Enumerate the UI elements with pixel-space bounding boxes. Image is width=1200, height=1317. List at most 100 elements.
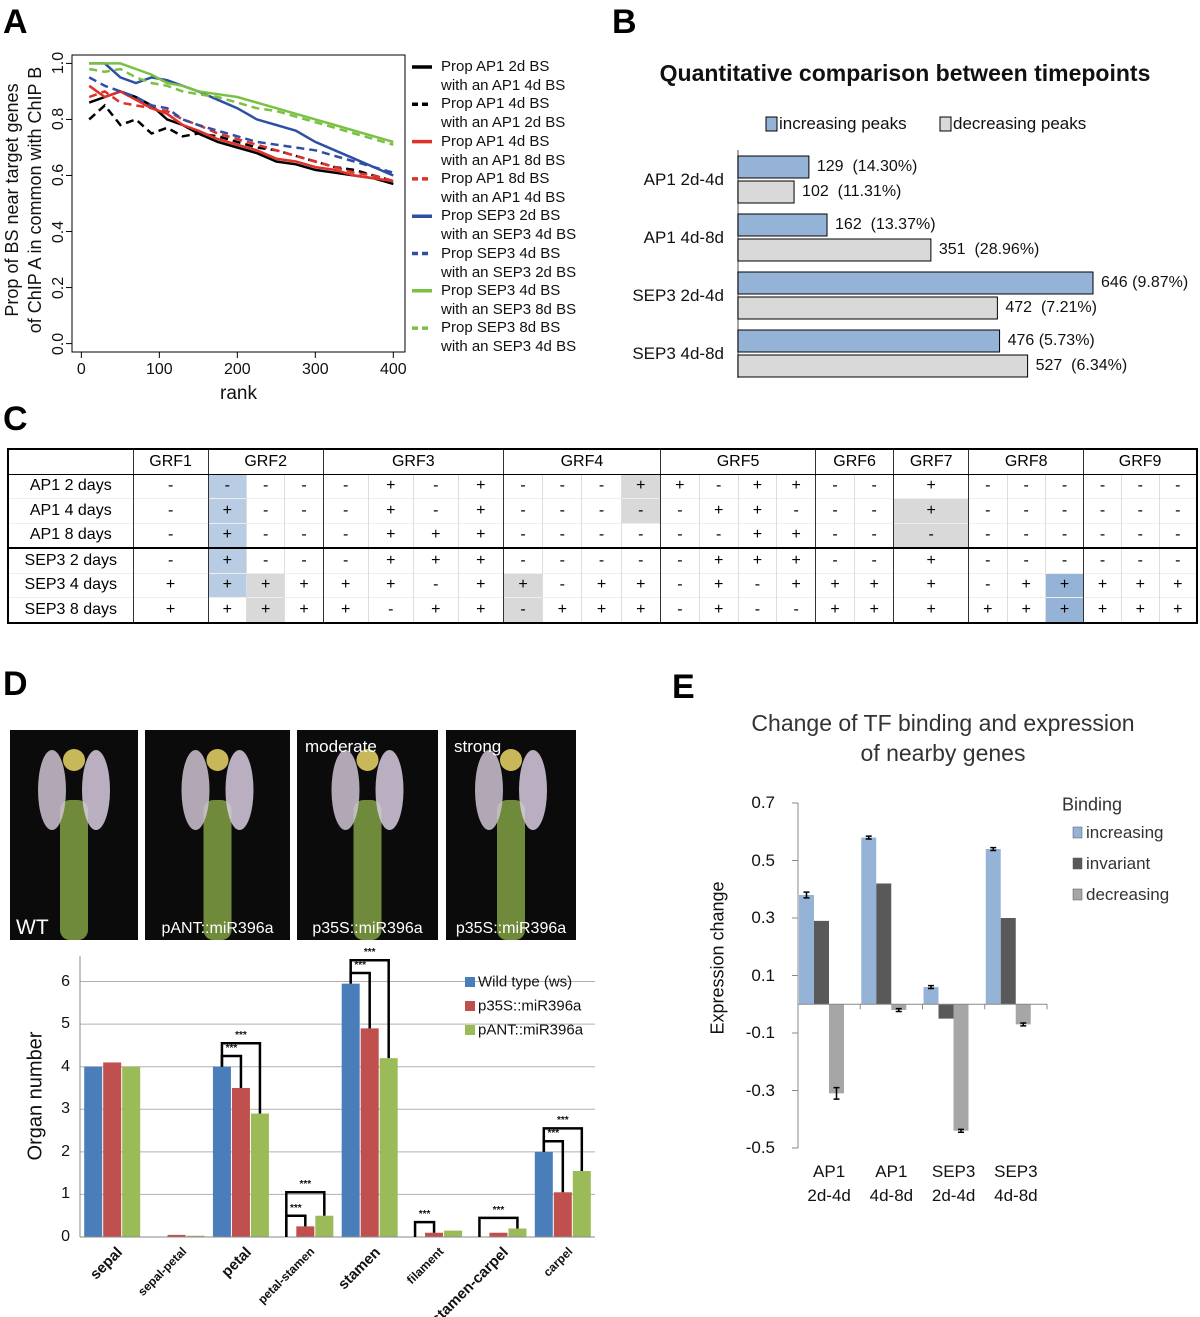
table-cell: - [1044,522,1084,548]
photo-petal [225,750,254,830]
table-cell: - [367,597,414,623]
line-series [88,84,394,183]
table-cell: - [245,473,285,499]
x-tick-label: SEP3 2d-4d [931,1162,976,1205]
legend-label: invariant [1086,854,1151,874]
table-cell: + [367,498,414,523]
table-row: AP1 2 days - - - - - + - + - - - + + - + + - - + - - - - - - [8,473,1197,499]
error-bar [895,1007,902,1013]
y-tick-label: 0.6 [49,164,67,187]
line-series [88,90,394,186]
legend-swatch [765,116,778,132]
table-cell: - [245,522,285,548]
x-tick-label: 0 [76,360,86,378]
table-cell: + [893,547,969,573]
y-tick-label: -0.5 [745,1138,775,1158]
table-row: AP1 4 days - + - - - + - + - - - - - + + - - - + - - - - - - [8,498,1197,523]
table-cell: + [367,547,414,573]
category-label: AP1 4d-8d [643,228,724,248]
table-cell: - [132,473,209,499]
table-cell: + [854,597,894,623]
row-label: AP1 4 days [8,498,134,523]
table-cell: + [776,572,816,598]
y-axis-label: Prop of BS near target genes of ChIP A i… [2,66,45,334]
table-cell: + [412,547,459,573]
table-cell: - [1083,522,1122,548]
bar [829,1004,844,1094]
x-tick-label: SEP3 4d-8d [994,1162,1038,1205]
x-tick-label: 200 [223,360,251,378]
grf-table: GRF1 GRF2 GRF3 GRF4 GRF5 GRF6 GRF7 GRF8 GRF9 AP1 … [7,448,1198,624]
table-cell: + [322,572,369,598]
table-cell: - [581,522,622,548]
table-cell: - [1158,547,1197,573]
table-cell: - [1120,473,1160,499]
y-tick-label: 0.7 [751,793,775,813]
table-cell: - [737,572,777,598]
table-row: SEP3 8 days + + + + + - + + - + + + - + - - + + + + + + + + + [8,597,1197,623]
table-cell: + [457,522,504,548]
photo-petal [181,750,210,830]
chart-title: Change of TF binding and expression of n… [751,710,1135,766]
value-label: 527 (6.34%) [1035,356,1128,374]
table-cell: - [1006,547,1046,573]
table-cell: + [620,572,661,598]
photo-label: WT [16,915,49,939]
table-cell: + [698,572,738,598]
y-axis-label: Expression change [707,881,728,1035]
table-cell: + [893,597,969,623]
header-cell: GRF1 [132,448,209,475]
table-cell: + [893,473,969,499]
significance-label: *** [289,1202,302,1214]
error-bar [803,891,810,899]
table-cell: + [1120,572,1160,598]
bar [737,155,810,179]
bar [572,1171,591,1237]
table-cell: + [698,597,738,623]
y-tick-label: 1 [61,1185,70,1203]
table-cell: + [207,572,247,598]
legend-label: Prop AP1 8d BS with an AP1 4d BS [441,169,566,206]
table-cell: + [207,498,247,523]
y-tick-label: 0.1 [751,965,775,985]
table-cell: + [1083,572,1122,598]
table-cell: + [737,473,777,499]
header-cell: GRF8 [968,448,1084,475]
x-axis-label: rank [220,383,257,405]
significance-label: *** [354,960,367,972]
error-bar [865,835,872,840]
table-cell: + [245,572,285,598]
table-cell: - [322,473,369,499]
table-cell: - [542,498,582,523]
x-tick-label: 100 [145,360,173,378]
table-cell: - [815,473,855,499]
table-cell: + [245,597,285,623]
table-cell: - [1083,473,1122,499]
table-cell: - [968,473,1008,499]
photo-stigma [356,749,379,771]
table-cell: + [1044,572,1084,598]
table-cell: - [245,547,285,573]
panel-label: B [612,3,637,41]
table-cell: - [776,498,816,523]
bar [1000,918,1016,1005]
table-cell: - [542,547,582,573]
bar [938,1004,954,1019]
bar [425,1232,444,1237]
bar [122,1066,141,1237]
bar [737,238,932,262]
bar [799,895,814,1005]
significance-label: *** [235,1030,247,1042]
table-cell: - [245,498,285,523]
error-bar [958,1128,964,1133]
photo-petal [519,750,547,830]
table-cell: - [284,522,324,548]
photo-petal [82,750,110,830]
y-tick-label: -0.3 [745,1080,775,1100]
table-cell: - [132,498,209,523]
table-cell: - [893,522,969,548]
bar [737,296,998,320]
table-cell: + [367,572,414,598]
table-cell: + [737,547,777,573]
table-cell: - [502,498,543,523]
